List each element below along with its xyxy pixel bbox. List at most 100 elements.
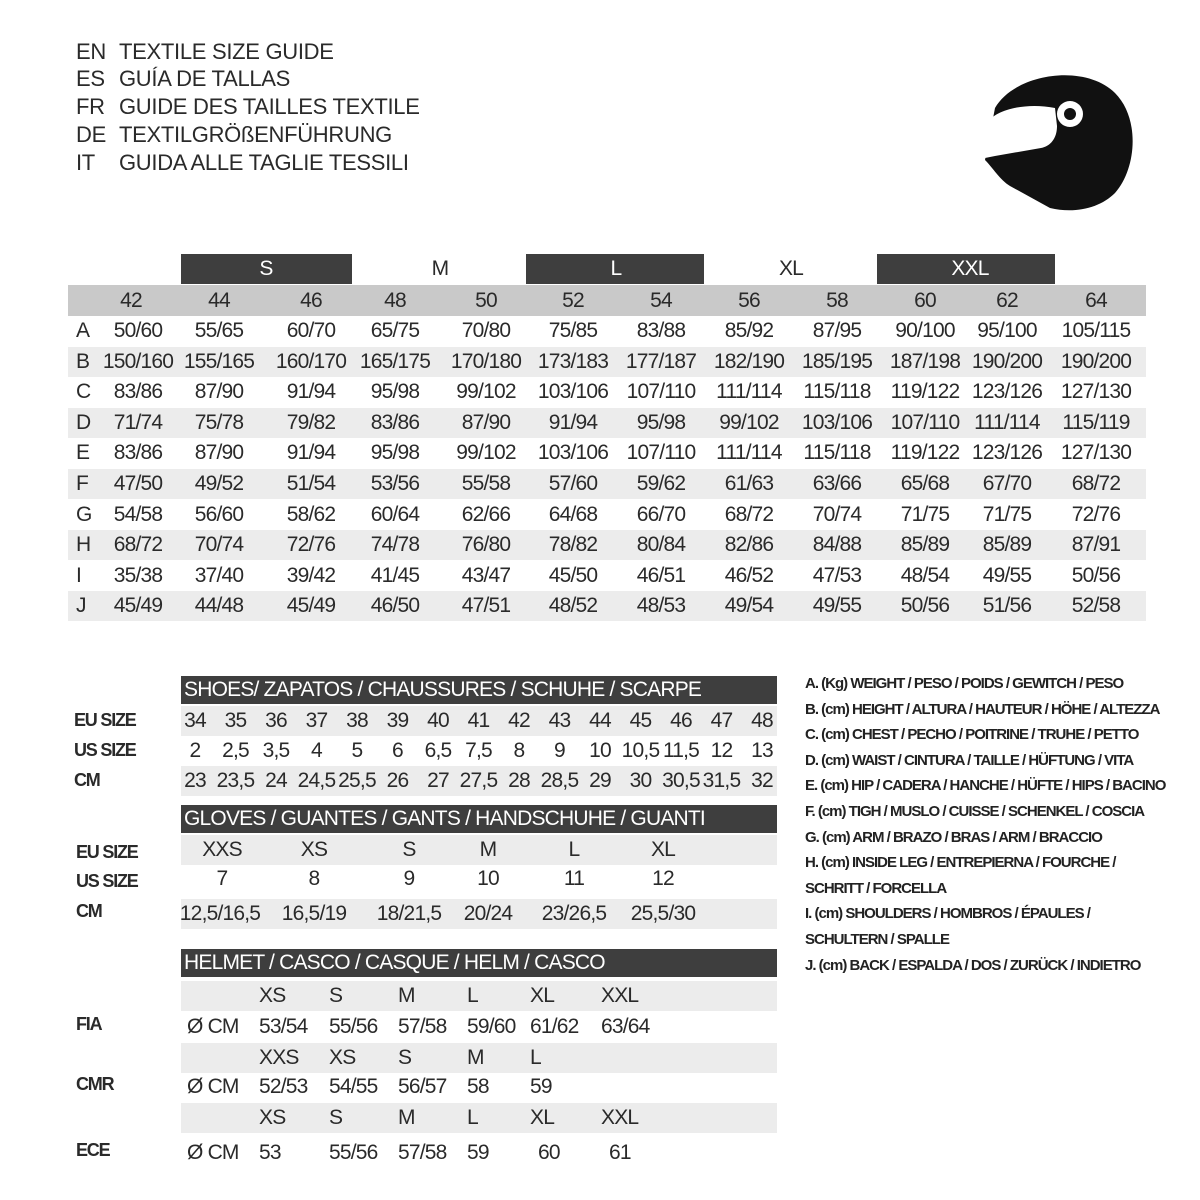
table-cell: 85/89 (982, 533, 1032, 556)
table-cell: 99/102 (719, 411, 779, 434)
helmet-value: 61 (609, 1141, 632, 1164)
row-bg (181, 1103, 777, 1133)
table-cell: 107/110 (890, 411, 961, 434)
size-header-row (68, 285, 1146, 316)
shoe-size-cell: 11,5 (662, 739, 700, 762)
legend-line: J. (cm) BACK / ESPALDA / DOS / ZURÜCK / … (805, 956, 1141, 974)
row-label: CM (74, 770, 101, 790)
helmet-size: XL (530, 984, 555, 1007)
row-bg (181, 899, 777, 929)
eu-size: 64 (1085, 289, 1108, 312)
glove-size-cell: 20/24 (463, 902, 513, 925)
glove-size-cell: 23/26,5 (541, 902, 607, 925)
size-band (181, 254, 352, 284)
table-cell: 90/100 (895, 319, 955, 342)
shoe-size-cell: 3,5 (262, 739, 291, 762)
table-cell: 35/38 (113, 564, 163, 587)
helmet-value: 57/58 (398, 1141, 447, 1164)
shoe-size-cell: 32 (751, 769, 774, 792)
standard-label: FIA (76, 1014, 103, 1034)
row-label: US SIZE (74, 740, 137, 760)
table-cell: 165/175 (359, 350, 431, 373)
table-cell: 115/119 (1062, 411, 1130, 434)
letter-size: L (610, 257, 623, 280)
table-cell: 50/56 (1071, 564, 1121, 587)
table-cell: 41/45 (370, 564, 420, 587)
language-code: DE (76, 122, 106, 147)
shoe-size-cell: 47 (710, 709, 734, 732)
table-cell: 44/48 (194, 594, 244, 617)
table-cell: 65/75 (370, 319, 420, 342)
table-cell: 87/95 (812, 319, 862, 342)
helmet-value: 59 (467, 1141, 490, 1164)
table-cell: 170/180 (450, 350, 522, 373)
letter-size: M (431, 257, 449, 280)
standard-label: ECE (76, 1140, 111, 1160)
shoe-size-cell: 46 (670, 709, 693, 732)
table-cell: 115/118 (803, 441, 871, 464)
helmet-size: L (530, 1046, 542, 1069)
table-cell: 85/92 (724, 319, 774, 342)
shoe-size-cell: 23,5 (216, 769, 255, 792)
eu-size: 48 (384, 289, 407, 312)
table-row-bg (68, 530, 1146, 560)
table-cell: 182/190 (713, 350, 785, 373)
table-cell: 85/89 (900, 533, 950, 556)
table-cell: 87/90 (194, 380, 244, 403)
helmet-value: 56/57 (398, 1075, 447, 1098)
table-cell: 46/51 (636, 564, 686, 587)
eu-size: 46 (300, 289, 323, 312)
table-cell: 187/198 (889, 350, 961, 373)
table-cell: 83/86 (370, 411, 420, 434)
table-cell: 82/86 (724, 533, 774, 556)
language-code: ES (76, 66, 105, 91)
shoe-size-cell: 41 (467, 709, 491, 732)
helmet-title: HELMET / CASCO / CASQUE / HELM / CASCO (184, 951, 606, 974)
row-label: EU SIZE (74, 710, 137, 730)
legend-line: SCHULTERN / SPALLE (805, 931, 950, 948)
table-cell: 190/200 (971, 350, 1043, 373)
gloves-title: GLOVES / GUANTES / GANTS / HANDSCHUHE / … (184, 807, 706, 830)
helmet-size: L (467, 1106, 479, 1129)
table-cell: 123/126 (971, 380, 1043, 403)
row-label: CM (76, 901, 103, 921)
table-cell: 51/56 (982, 594, 1032, 617)
table-cell: 47/51 (461, 594, 511, 617)
glove-size-cell: 25,5/30 (630, 902, 696, 925)
helmet-size: XS (259, 1106, 286, 1129)
table-cell: 50/60 (113, 319, 163, 342)
shoe-size-cell: 42 (508, 709, 531, 732)
shoe-size-cell: 2,5 (222, 739, 250, 762)
table-cell: 83/86 (113, 441, 163, 464)
shoe-size-cell: 24 (265, 769, 288, 792)
helmet-value: 55/56 (329, 1141, 378, 1164)
row-bg (181, 766, 777, 796)
table-cell: 51/54 (286, 472, 336, 495)
eu-size: 44 (208, 289, 231, 312)
helmet-value: 60 (538, 1141, 561, 1164)
letter-size: XL (778, 257, 804, 280)
table-cell: 37/40 (194, 564, 244, 587)
unit-label: Ø CM (187, 1075, 239, 1098)
language-code: IT (76, 150, 95, 175)
table-cell: 63/66 (812, 472, 862, 495)
shoe-size-cell: 4 (311, 739, 323, 762)
shoe-size-cell: 28 (508, 769, 531, 792)
table-cell: 119/122 (890, 380, 961, 403)
table-cell: 83/86 (113, 380, 163, 403)
table-cell: 107/110 (626, 380, 697, 403)
unit-label: Ø CM (187, 1015, 239, 1038)
shoe-size-cell: 7,5 (465, 739, 493, 762)
shoe-size-cell: 13 (751, 739, 774, 762)
row-bg (181, 1043, 777, 1073)
shoe-size-cell: 2 (189, 739, 202, 762)
eu-size: 60 (914, 289, 937, 312)
helmet-size: M (398, 984, 415, 1007)
glove-size-cell: XXS (202, 838, 242, 861)
table-cell: 150/160 (102, 350, 174, 373)
shoe-size-cell: 26 (386, 769, 410, 792)
shoe-size-cell: 5 (351, 739, 364, 762)
table-cell: 49/55 (812, 594, 862, 617)
table-cell: 127/130 (1060, 441, 1132, 464)
shoe-size-cell: 39 (386, 709, 410, 732)
